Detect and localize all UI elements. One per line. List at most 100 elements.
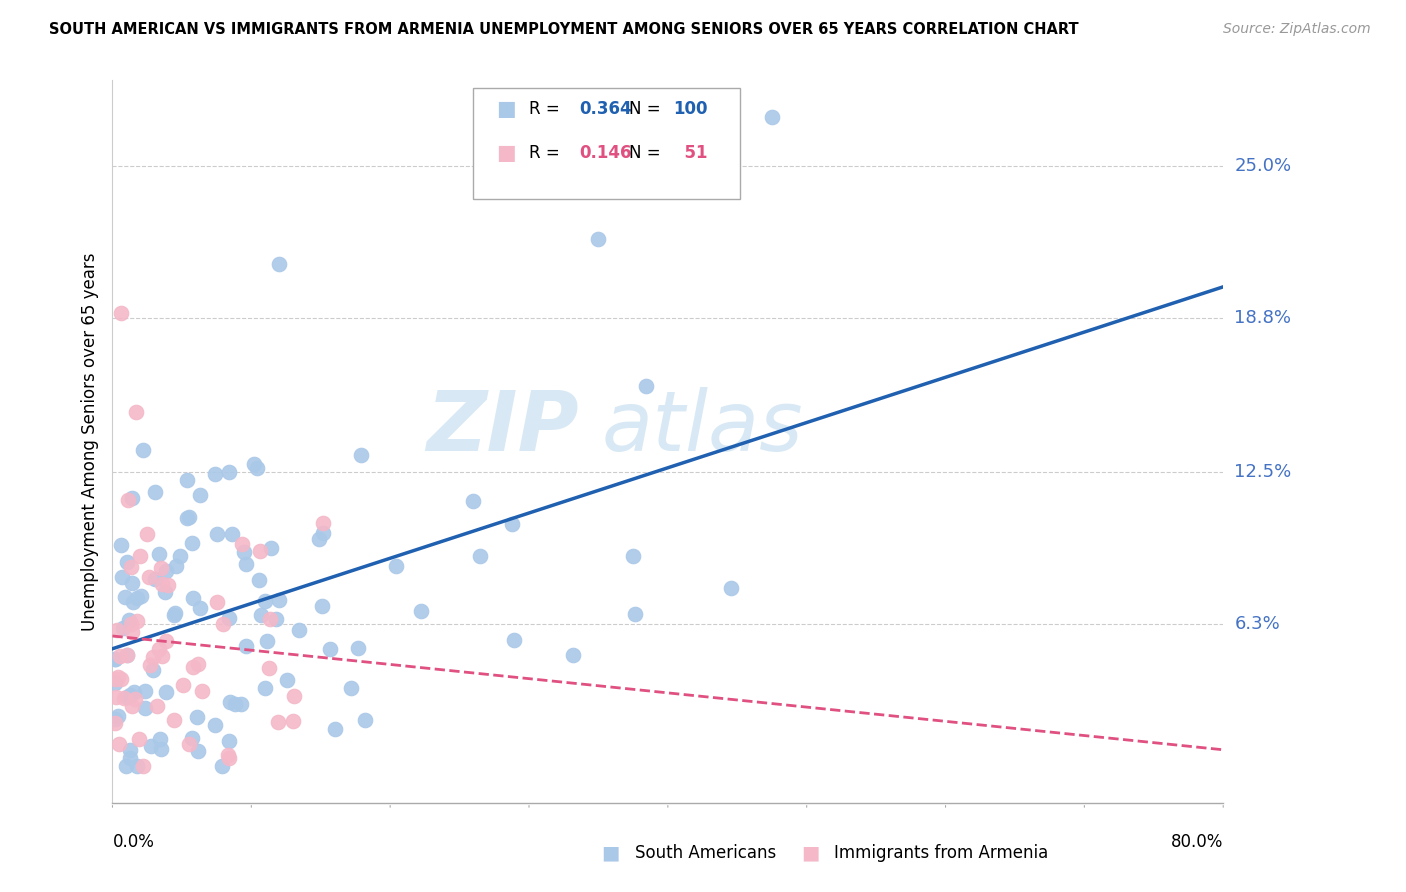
- Point: [111, 621, 134, 635]
- Point: [110, 538, 132, 552]
- FancyBboxPatch shape: [474, 87, 740, 200]
- Text: R =: R =: [529, 100, 565, 118]
- Point: [115, 555, 138, 569]
- Point: [163, 608, 186, 623]
- Y-axis label: Unemployment Among Seniors over 65 years: Unemployment Among Seniors over 65 years: [80, 252, 98, 631]
- Point: [259, 612, 281, 626]
- Point: [108, 737, 131, 751]
- Text: ■: ■: [496, 143, 516, 162]
- Point: [150, 561, 173, 575]
- Point: [204, 717, 226, 731]
- Point: [107, 669, 129, 683]
- Point: [211, 759, 233, 773]
- Point: [204, 467, 226, 482]
- Point: [150, 648, 173, 663]
- Text: ZIP: ZIP: [426, 386, 579, 467]
- Point: [146, 699, 169, 714]
- Point: [118, 688, 141, 702]
- Point: [132, 443, 155, 458]
- Point: [110, 306, 132, 320]
- Point: [190, 684, 212, 698]
- Point: [249, 608, 271, 623]
- Point: [115, 759, 138, 773]
- Point: [463, 493, 485, 508]
- Point: [249, 573, 271, 587]
- Point: [188, 601, 211, 615]
- Point: [115, 648, 138, 662]
- Point: [129, 590, 152, 604]
- Point: [257, 661, 280, 675]
- Text: 18.8%: 18.8%: [1234, 309, 1291, 326]
- Point: [243, 457, 266, 471]
- Point: [346, 640, 368, 655]
- Text: R =: R =: [529, 144, 565, 161]
- Point: [186, 709, 208, 723]
- Point: [325, 722, 347, 736]
- Point: [254, 594, 277, 608]
- Point: [188, 488, 211, 502]
- Point: [125, 405, 148, 419]
- Point: [224, 697, 246, 711]
- Point: [187, 657, 209, 671]
- Text: 100: 100: [673, 100, 707, 118]
- Point: [176, 511, 198, 525]
- Point: [104, 673, 127, 687]
- Point: [267, 715, 290, 730]
- Text: Immigrants from Armenia: Immigrants from Armenia: [835, 845, 1049, 863]
- Text: SOUTH AMERICAN VS IMMIGRANTS FROM ARMENIA UNEMPLOYMENT AMONG SENIORS OVER 65 YEA: SOUTH AMERICAN VS IMMIGRANTS FROM ARMENI…: [49, 22, 1078, 37]
- Point: [218, 734, 240, 748]
- Point: [384, 559, 406, 574]
- Point: [720, 581, 742, 595]
- Text: ■: ■: [496, 99, 516, 120]
- Point: [231, 537, 253, 551]
- Point: [207, 595, 229, 609]
- Point: [283, 714, 305, 728]
- Point: [138, 658, 160, 673]
- Point: [588, 232, 610, 246]
- Point: [217, 747, 239, 762]
- Point: [311, 599, 333, 613]
- Point: [118, 750, 141, 764]
- Point: [761, 110, 783, 124]
- Point: [176, 473, 198, 487]
- Point: [165, 606, 187, 620]
- Point: [105, 690, 128, 704]
- Point: [134, 701, 156, 715]
- Point: [112, 691, 135, 706]
- Point: [218, 751, 240, 765]
- Point: [120, 617, 142, 632]
- Point: [150, 577, 173, 591]
- Point: [181, 536, 204, 550]
- Point: [142, 663, 165, 677]
- Point: [141, 739, 163, 754]
- Point: [142, 650, 165, 665]
- Point: [120, 742, 142, 756]
- Point: [267, 593, 290, 607]
- Point: [283, 689, 305, 703]
- Point: [354, 713, 377, 727]
- Point: [181, 591, 204, 605]
- Point: [125, 614, 148, 628]
- Point: [134, 684, 156, 698]
- Point: [165, 559, 187, 574]
- Point: [128, 731, 150, 746]
- Point: [411, 604, 433, 618]
- Text: ■: ■: [602, 844, 620, 863]
- Text: 0.364: 0.364: [579, 100, 631, 118]
- Point: [110, 648, 132, 663]
- Point: [636, 379, 658, 393]
- Point: [117, 493, 139, 508]
- Point: [212, 617, 235, 632]
- Text: atlas: atlas: [602, 386, 803, 467]
- Point: [136, 527, 159, 541]
- Point: [233, 545, 256, 559]
- Point: [118, 613, 141, 627]
- Point: [246, 460, 269, 475]
- Point: [312, 516, 335, 530]
- Point: [179, 737, 201, 751]
- Point: [120, 559, 142, 574]
- Point: [104, 676, 127, 690]
- Point: [312, 526, 335, 541]
- Point: [122, 684, 145, 698]
- Point: [561, 648, 583, 662]
